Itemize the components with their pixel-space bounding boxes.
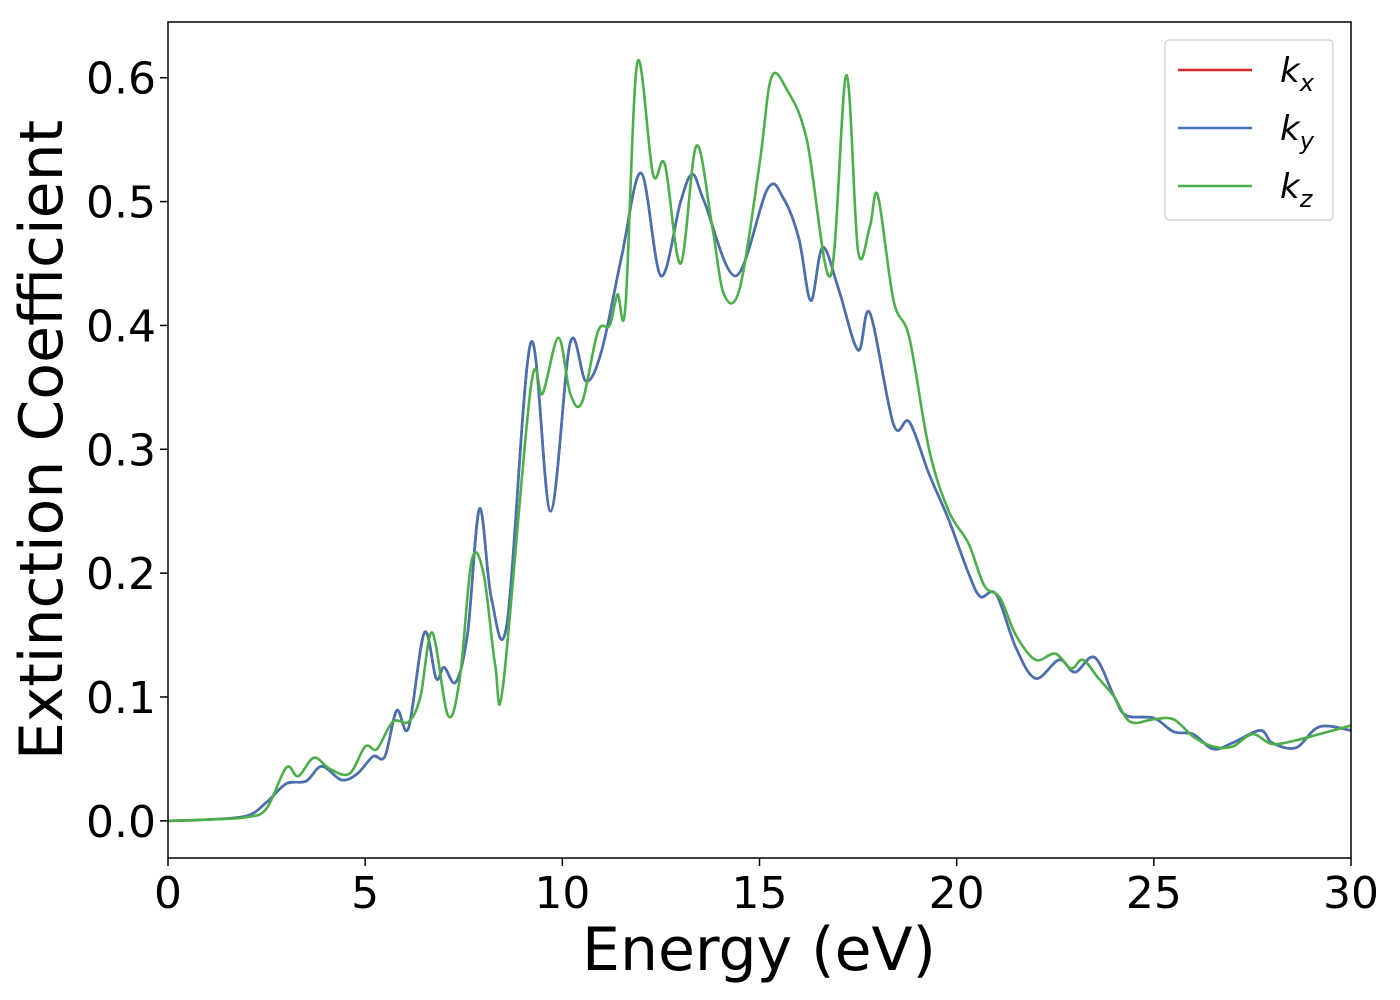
legend-box: [1164, 39, 1334, 221]
x-tick-label: 15: [732, 868, 788, 919]
plot-frame: [167, 21, 1352, 859]
series-line-kx: [167, 171, 1352, 823]
x-axis-label: Energy (eV): [582, 915, 936, 985]
legend-label-ky: ky: [1280, 109, 1315, 155]
x-tick-label: 25: [1126, 868, 1182, 919]
x-tick-label: 30: [1323, 868, 1379, 919]
x-tick-label: 20: [929, 868, 985, 919]
y-tick-label: 0.5: [86, 178, 156, 229]
y-tick-label: 0.1: [86, 673, 156, 724]
y-tick-label: 0.6: [86, 54, 156, 105]
x-tick-label: 10: [534, 868, 590, 919]
x-tick-label: 5: [351, 868, 379, 919]
y-tick-label: 0.3: [86, 425, 156, 476]
series-line-kz: [167, 58, 1352, 823]
y-axis-label: Extinction Coefficient: [7, 120, 77, 760]
legend-label-kx: kx: [1280, 51, 1315, 97]
legend-label-kz: kz: [1280, 167, 1314, 213]
y-tick-label: 0.2: [86, 549, 156, 600]
x-tick-label: 0: [154, 868, 182, 919]
series-line-ky: [167, 171, 1352, 823]
y-tick-label: 0.4: [86, 301, 156, 352]
y-tick-label: 0.0: [86, 797, 156, 848]
